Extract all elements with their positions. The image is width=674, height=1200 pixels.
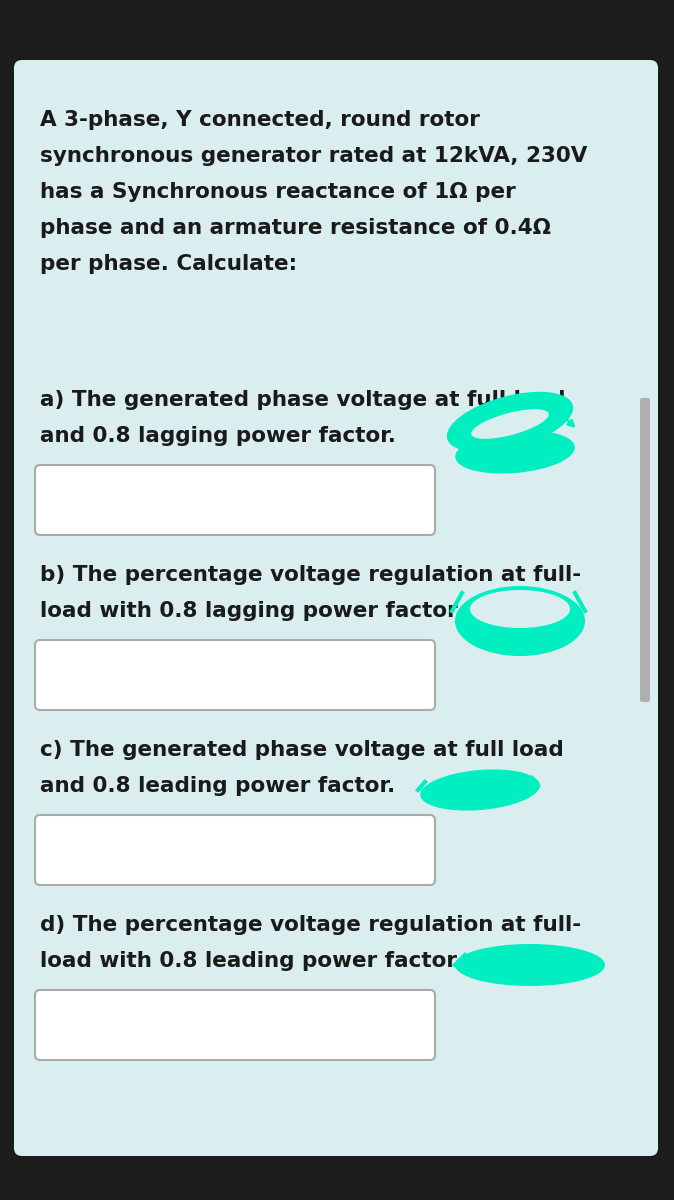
Text: has a Synchronous reactance of 1Ω per: has a Synchronous reactance of 1Ω per <box>40 182 516 202</box>
Ellipse shape <box>471 409 549 439</box>
Text: a) The generated phase voltage at full load: a) The generated phase voltage at full l… <box>40 390 565 410</box>
FancyBboxPatch shape <box>14 60 658 1156</box>
Text: per phase. Calculate:: per phase. Calculate: <box>40 254 297 274</box>
Ellipse shape <box>455 431 575 474</box>
Ellipse shape <box>470 590 570 628</box>
FancyBboxPatch shape <box>35 990 435 1060</box>
FancyBboxPatch shape <box>35 640 435 710</box>
Text: and 0.8 leading power factor.: and 0.8 leading power factor. <box>40 776 395 796</box>
FancyBboxPatch shape <box>35 464 435 535</box>
Text: d) The percentage voltage regulation at full-: d) The percentage voltage regulation at … <box>40 914 581 935</box>
FancyBboxPatch shape <box>640 398 650 702</box>
Text: and 0.8 lagging power factor.: and 0.8 lagging power factor. <box>40 426 396 446</box>
FancyBboxPatch shape <box>35 815 435 886</box>
Text: c) The generated phase voltage at full load: c) The generated phase voltage at full l… <box>40 740 563 760</box>
Text: b) The percentage voltage regulation at full-: b) The percentage voltage regulation at … <box>40 565 581 584</box>
Ellipse shape <box>420 769 540 810</box>
Text: load with 0.8 leading power factor.: load with 0.8 leading power factor. <box>40 950 462 971</box>
Ellipse shape <box>447 391 573 452</box>
Text: A 3-phase, Y connected, round rotor: A 3-phase, Y connected, round rotor <box>40 110 480 130</box>
Text: load with 0.8 lagging power factor.: load with 0.8 lagging power factor. <box>40 601 463 622</box>
Text: synchronous generator rated at 12kVA, 230V: synchronous generator rated at 12kVA, 23… <box>40 146 587 166</box>
Text: phase and an armature resistance of 0.4Ω: phase and an armature resistance of 0.4Ω <box>40 218 551 238</box>
Ellipse shape <box>455 586 585 656</box>
Ellipse shape <box>455 944 605 986</box>
